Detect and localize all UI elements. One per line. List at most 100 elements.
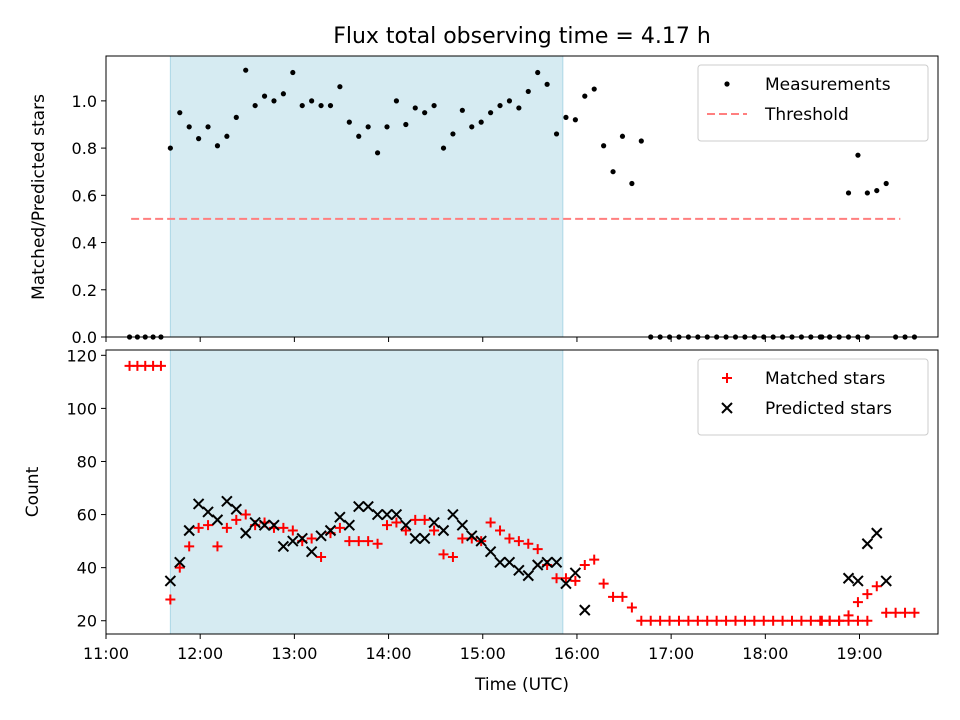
measurement-point <box>299 102 305 109</box>
measurement-point <box>666 334 673 340</box>
matched-star-point <box>438 549 449 560</box>
matched-star-point <box>909 607 920 618</box>
measurement-point <box>553 131 560 137</box>
predicted-star-point <box>334 511 346 523</box>
predicted-star-point <box>221 495 233 507</box>
top-axes-frame <box>105 55 939 338</box>
predicted-star-point <box>447 508 459 521</box>
measurement-point <box>582 93 588 99</box>
matched-star-point <box>165 594 176 605</box>
matched-star-point <box>212 541 223 552</box>
predicted-star-point <box>343 519 356 531</box>
x-tick-label: 11:00 <box>83 644 129 663</box>
measurement-point <box>864 334 870 340</box>
predicted-star-point <box>503 556 516 569</box>
legend-matched-marker <box>722 373 732 383</box>
measurement-point <box>695 334 701 340</box>
y-tick-label: 20 <box>77 612 97 631</box>
measurement-point <box>610 169 616 175</box>
measurement-point <box>789 334 795 340</box>
measurement-point <box>563 114 569 120</box>
matched-star-point <box>900 607 911 618</box>
measurement-point <box>855 334 861 340</box>
predicted-star-point <box>268 519 280 531</box>
matched-star-point <box>551 573 562 584</box>
measurement-point <box>911 334 918 340</box>
measurement-point <box>572 117 578 123</box>
matched-star-point <box>278 522 289 533</box>
matched-star-point <box>834 615 845 626</box>
measurement-point <box>134 334 140 340</box>
predicted-star-point <box>579 604 591 616</box>
predicted-star-point <box>202 506 214 518</box>
predicted-star-point <box>466 530 478 542</box>
y-tick-label: 1.0 <box>72 92 97 111</box>
matched-star-point <box>862 589 873 600</box>
measurement-point <box>836 334 842 340</box>
matched-star-point <box>655 615 666 626</box>
matched-star-point <box>749 615 760 626</box>
measurement-point <box>214 143 221 149</box>
measurement-point <box>497 102 503 109</box>
measurement-point <box>280 91 286 97</box>
measurement-point <box>751 334 757 340</box>
measurement-point <box>205 124 211 130</box>
matched-star-point <box>608 591 619 602</box>
measurement-point <box>469 124 475 130</box>
measurement-point <box>167 145 173 151</box>
predicted-star-point <box>475 535 487 547</box>
top-panel: Matched/Predicted stars 0.0 0.2 0.4 0.6 0.8 1… <box>29 55 939 347</box>
matched-star-point <box>777 615 788 626</box>
bottom-panel: Count Time (UTC) 11:00 12:00 13:00 14:00 15:… <box>23 346 939 695</box>
x-tick-label: 15:00 <box>460 644 506 663</box>
measurement-point <box>676 334 682 340</box>
matched-star-point <box>636 615 647 626</box>
measurement-point <box>506 98 513 104</box>
predicted-star-point <box>437 524 450 537</box>
matched-star-point <box>485 517 496 528</box>
predicted-star-point <box>456 519 469 531</box>
matched-star-point <box>334 522 345 533</box>
measurement-point <box>525 88 531 95</box>
predicted-star-point <box>550 556 563 569</box>
matched-star-point <box>513 536 524 547</box>
legend-box <box>697 358 929 436</box>
matched-star-point <box>702 615 713 626</box>
measurement-point <box>252 102 258 109</box>
measurement-point <box>243 67 249 73</box>
matched-star-point <box>598 578 609 589</box>
predicted-star-point <box>353 500 365 513</box>
x-tick-label: 19:00 <box>836 644 882 663</box>
matched-star-point <box>852 615 863 626</box>
matched-star-point <box>787 615 798 626</box>
matched-star-point <box>429 525 440 536</box>
bottom-y-axis-label: Count <box>23 466 43 517</box>
matched-star-point <box>231 514 242 525</box>
measurement-point <box>327 102 334 109</box>
legend-predicted-marker <box>721 402 733 414</box>
measurement-point <box>874 187 880 194</box>
matched-star-point <box>203 520 214 531</box>
measurement-point <box>591 86 597 92</box>
measurement-point <box>732 334 739 340</box>
measurement-point <box>126 334 133 340</box>
measurement-point <box>150 334 156 340</box>
measurement-point <box>233 114 239 120</box>
measurement-point <box>535 69 541 76</box>
measurement-point <box>516 105 522 111</box>
matched-star-point <box>306 533 317 544</box>
measurement-point <box>685 334 692 340</box>
predicted-star-point <box>183 524 195 537</box>
predicted-star-point <box>569 567 582 579</box>
measurement-point <box>431 102 437 109</box>
predicted-star-point <box>400 519 412 531</box>
predicted-star-point <box>192 498 205 510</box>
predicted-star-point <box>871 527 883 539</box>
measurement-point <box>742 334 748 340</box>
measurement-point <box>819 334 825 340</box>
matched-star-point <box>730 615 741 626</box>
measurement-point <box>629 180 635 187</box>
predicted-star-point <box>249 516 261 529</box>
bottom-axes-frame <box>105 349 939 635</box>
measurement-point <box>864 190 870 196</box>
